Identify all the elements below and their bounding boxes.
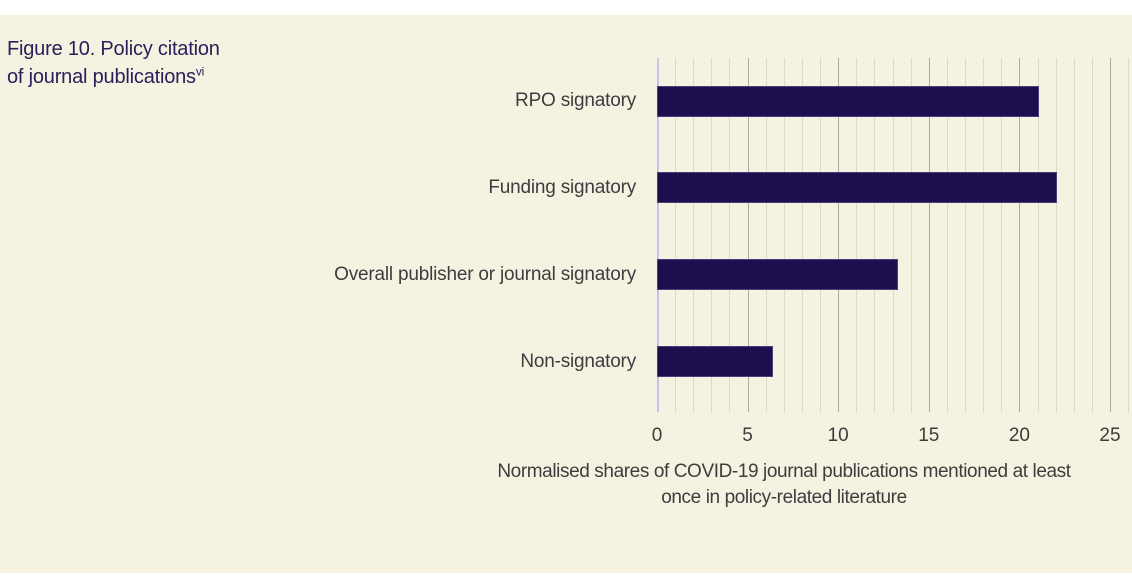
gridline: [1091, 58, 1093, 412]
gridline: [1037, 58, 1039, 412]
bar: [657, 85, 1040, 117]
chart-gridlines: [657, 58, 1130, 412]
figure-title: Figure 10. Policy citation of journal pu…: [7, 35, 220, 91]
figure-panel: Figure 10. Policy citation of journal pu…: [0, 15, 1132, 573]
gridline: [856, 58, 858, 412]
category-label: Overall publisher or journal signatory: [334, 263, 636, 285]
bar-row: Funding signatory: [0, 145, 1132, 232]
gridline: [965, 58, 967, 412]
gridline: [1019, 58, 1021, 412]
figure-title-footnote-marker: vi: [195, 64, 205, 79]
gridline: [1055, 58, 1057, 412]
x-axis-tick-labels: 0 5 10 15 20 25: [0, 425, 1132, 451]
gridline: [783, 58, 785, 412]
zero-axis-line: [657, 58, 659, 412]
bar: [657, 172, 1058, 204]
gridline: [729, 58, 731, 412]
gridline: [1128, 58, 1130, 412]
x-tick-label: 20: [1008, 425, 1030, 446]
x-axis-caption: Normalised shares of COVID-19 journal pu…: [436, 459, 1132, 511]
gridline: [1110, 58, 1111, 412]
gridline: [1001, 58, 1003, 412]
gridline: [820, 58, 822, 412]
x-tick-label: 10: [827, 425, 849, 446]
gridline: [874, 58, 876, 412]
gridline: [910, 58, 912, 412]
x-axis-caption-line2: once in policy-related literature: [661, 487, 907, 508]
bar-row: Overall publisher or journal signatory: [0, 232, 1132, 319]
gridline: [747, 58, 749, 412]
x-tick-label: 15: [918, 425, 940, 446]
gridline: [711, 58, 713, 412]
gridline: [983, 58, 985, 412]
x-tick-label: 25: [1099, 425, 1121, 446]
category-label: RPO signatory: [515, 90, 636, 112]
category-label: Non-signatory: [520, 350, 636, 372]
bar: [657, 345, 773, 377]
x-axis-caption-line1: Normalised shares of COVID-19 journal pu…: [497, 461, 1071, 482]
category-label: Funding signatory: [488, 177, 636, 199]
gridline: [946, 58, 948, 412]
gridline: [801, 58, 803, 412]
gridline: [892, 58, 894, 412]
bar-row: Non-signatory: [0, 318, 1132, 405]
bar-chart: RPO signatory Funding signatory Overall pu…: [0, 58, 1132, 405]
x-tick-label: 5: [742, 425, 753, 446]
gridline: [928, 58, 930, 412]
figure-title-line1: Figure 10. Policy citation: [7, 38, 220, 60]
bar-row: RPO signatory: [0, 58, 1132, 145]
gridline: [765, 58, 767, 412]
x-tick-label: 0: [651, 425, 663, 446]
figure-title-line2: of journal publications: [7, 66, 196, 88]
gridline: [838, 58, 840, 412]
gridline: [693, 58, 695, 412]
bar: [657, 259, 898, 290]
gridline: [675, 58, 677, 412]
gridline: [1073, 58, 1075, 412]
